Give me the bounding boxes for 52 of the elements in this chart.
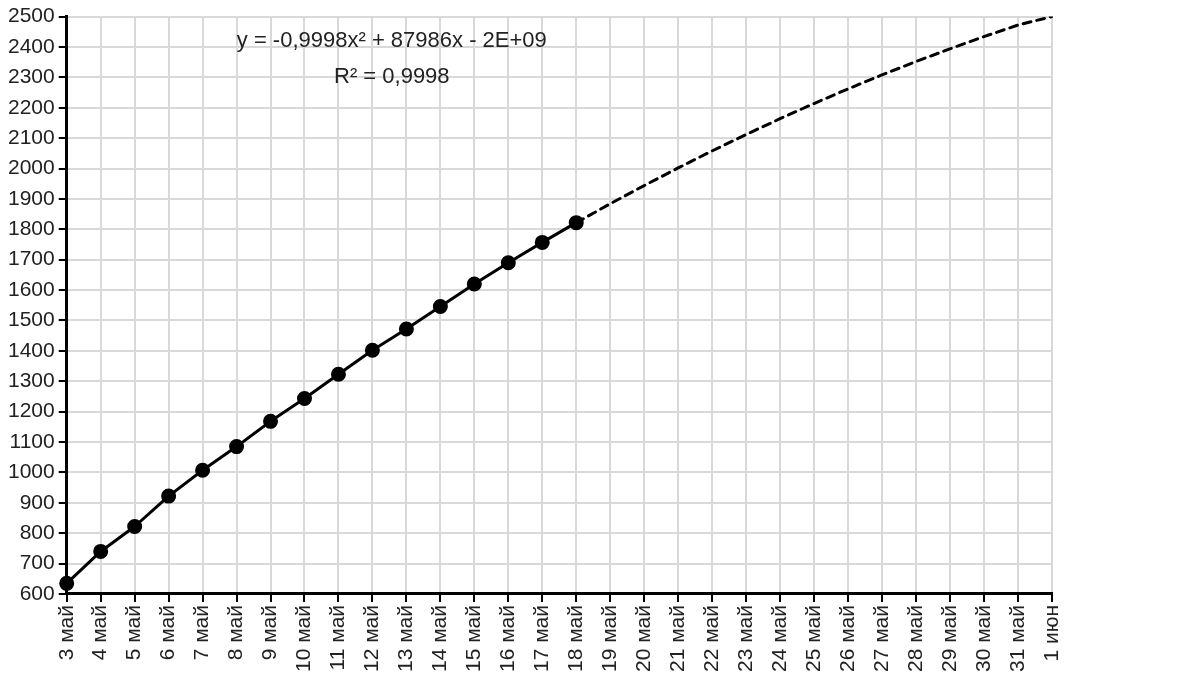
x-tick-label: 31 май <box>1004 604 1028 673</box>
y-tick-label: 1600 <box>8 276 55 300</box>
x-tick-label: 1 июн <box>1038 604 1062 662</box>
x-tick-label: 29 май <box>936 604 960 673</box>
x-tick-label: 11 май <box>325 604 349 671</box>
x-tick-label: 7 май <box>189 604 213 661</box>
x-tick-label: 10 май <box>291 604 315 673</box>
y-tick-label: 700 <box>19 550 55 574</box>
y-tick-label: 1000 <box>8 459 55 483</box>
y-tick-label: 2100 <box>8 124 55 148</box>
y-tick-label: 900 <box>19 489 55 513</box>
x-tick-label: 26 май <box>834 604 858 673</box>
y-tick-label: 2000 <box>8 155 55 179</box>
y-tick-label: 1100 <box>9 428 55 452</box>
x-tick-label: 5 май <box>121 604 145 661</box>
y-tick-label: 1400 <box>8 337 55 361</box>
y-tick-label: 1800 <box>8 216 55 240</box>
y-tick-label: 2400 <box>8 33 55 57</box>
y-tick-label: 1900 <box>8 185 55 209</box>
x-tick-label: 20 май <box>630 604 654 673</box>
x-tick-label: 23 май <box>732 604 756 673</box>
x-tick-label: 3 май <box>53 604 77 661</box>
x-tick-label: 4 май <box>87 604 111 661</box>
y-tick-label: 1300 <box>8 368 55 392</box>
y-tick-label: 1200 <box>8 398 55 422</box>
x-tick-label: 16 май <box>495 604 519 673</box>
x-tick-label: 6 май <box>155 604 179 661</box>
x-tick-label: 14 май <box>427 604 451 673</box>
x-tick-label: 13 май <box>393 604 417 673</box>
y-tick-label: 2300 <box>8 64 55 88</box>
x-tick-label: 28 май <box>902 604 926 673</box>
x-tick-label: 12 май <box>359 604 383 673</box>
x-tick-label: 9 май <box>257 604 281 661</box>
x-tick-label: 8 май <box>223 604 247 661</box>
y-tick-label: 800 <box>19 519 55 543</box>
x-tick-label: 15 май <box>461 604 485 673</box>
annotation: R² = 0,9998 <box>334 62 450 88</box>
x-tick-label: 19 май <box>597 604 621 673</box>
x-tick-label: 22 май <box>698 604 722 673</box>
x-tick-label: 18 май <box>563 604 587 673</box>
annotation: y = -0,9998x² + 87986x - 2E+09 <box>236 26 547 52</box>
x-tick-label: 24 май <box>766 604 790 673</box>
y-tick-label: 600 <box>19 580 55 604</box>
y-tick-label: 1500 <box>8 307 55 331</box>
x-tick-label: 25 май <box>800 604 824 673</box>
y-tick-label: 1700 <box>8 246 55 270</box>
x-tick-label: 27 май <box>868 604 892 673</box>
y-tick-label: 2200 <box>8 94 55 118</box>
x-tick-label: 21 май <box>664 604 688 673</box>
x-tick-label: 30 май <box>970 604 994 673</box>
x-tick-label: 17 май <box>529 604 553 673</box>
y-tick-label: 2500 <box>8 3 55 27</box>
